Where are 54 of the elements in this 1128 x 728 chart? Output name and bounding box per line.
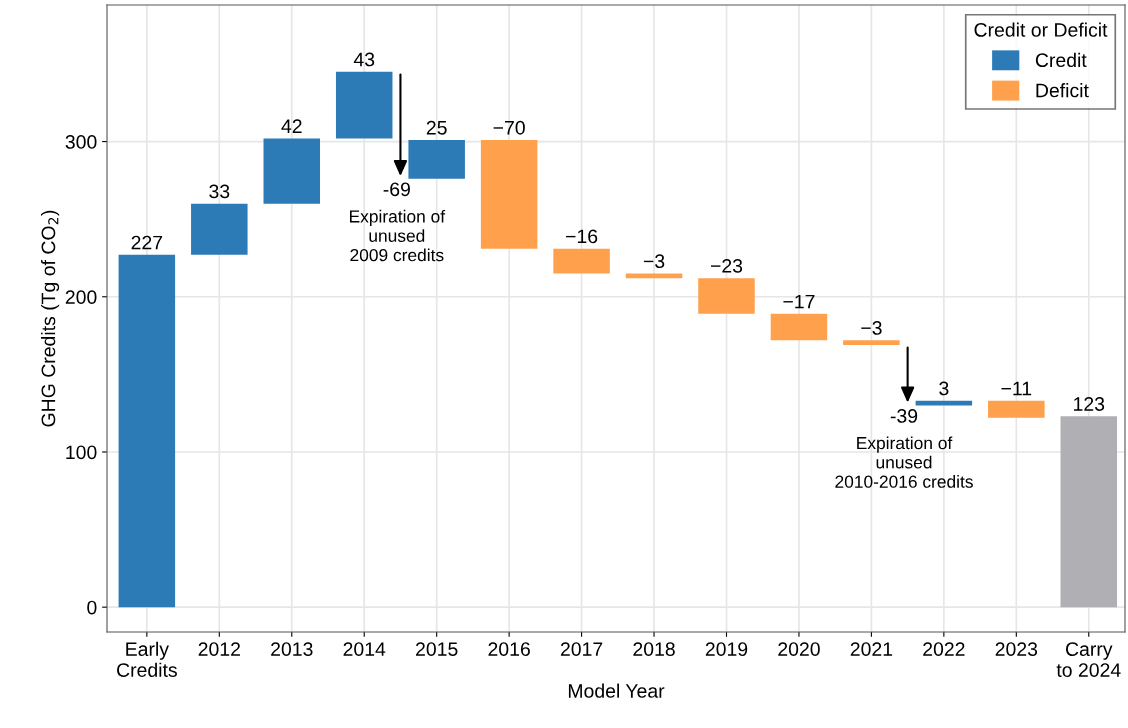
x-tick-label: Carry to 2024 <box>1056 642 1121 677</box>
x-tick-label: 2015 <box>416 642 458 656</box>
x-tick-label: 2020 <box>778 642 820 656</box>
legend-label: Credit <box>1035 52 1087 68</box>
x-axis-title: Model Year <box>568 683 665 698</box>
x-tick-label: Early Credits <box>117 641 177 677</box>
x-tick-label: 2018 <box>633 642 675 656</box>
x-tick-label: 2012 <box>198 642 240 656</box>
bar <box>770 313 828 341</box>
annotation: -69 <box>383 182 410 197</box>
data-label: −23 <box>710 258 743 273</box>
y-axis-title: GHG Credits (Tg of CO$_{2}$) <box>41 210 60 427</box>
data-label: 3 <box>939 381 949 396</box>
annotation: Expiration of unused 2010-2016 credits <box>835 436 973 488</box>
bar <box>191 203 248 255</box>
x-tick-label: 2021 <box>850 642 893 656</box>
x-tick-label: 2013 <box>271 642 313 656</box>
data-label: −16 <box>566 229 598 244</box>
x-tick-label: 2016 <box>488 642 530 656</box>
data-label: −3 <box>643 254 665 269</box>
bar <box>625 273 683 279</box>
data-label: −17 <box>783 294 815 309</box>
bar <box>335 71 393 139</box>
x-tick-label: 2014 <box>343 642 386 656</box>
bar <box>263 138 321 204</box>
data-label: 123 <box>1074 397 1105 411</box>
bar <box>480 140 538 249</box>
y-tick-label: 300 <box>65 135 97 149</box>
legend-label: Deficit <box>1036 83 1089 98</box>
x-tick-label: 2022 <box>923 642 965 656</box>
data-label: −70 <box>493 120 525 135</box>
bar <box>1060 416 1118 608</box>
data-label: −3 <box>861 321 882 335</box>
data-label: −11 <box>1001 381 1032 396</box>
data-label: 42 <box>281 119 302 133</box>
bar <box>988 400 1045 418</box>
x-tick-label: 2017 <box>560 642 603 656</box>
annotation: Expiration of unused 2009 credits <box>350 209 446 262</box>
data-label: 227 <box>131 235 163 250</box>
bar <box>408 140 465 179</box>
y-tick-label: 200 <box>65 290 97 305</box>
data-label: 25 <box>426 120 447 135</box>
data-label: 43 <box>353 52 375 67</box>
bar <box>843 340 900 345</box>
bar <box>118 254 176 608</box>
x-tick-label: 2023 <box>995 642 1038 656</box>
y-tick-label: 100 <box>66 445 97 460</box>
legend-title: Credit or Deficit <box>974 22 1108 37</box>
annotation: -39 <box>890 409 918 423</box>
data-label: 33 <box>209 184 230 199</box>
bar <box>553 248 610 274</box>
y-tick-label: 0 <box>87 600 97 615</box>
bar <box>698 278 755 314</box>
x-tick-label: 2019 <box>705 642 748 656</box>
